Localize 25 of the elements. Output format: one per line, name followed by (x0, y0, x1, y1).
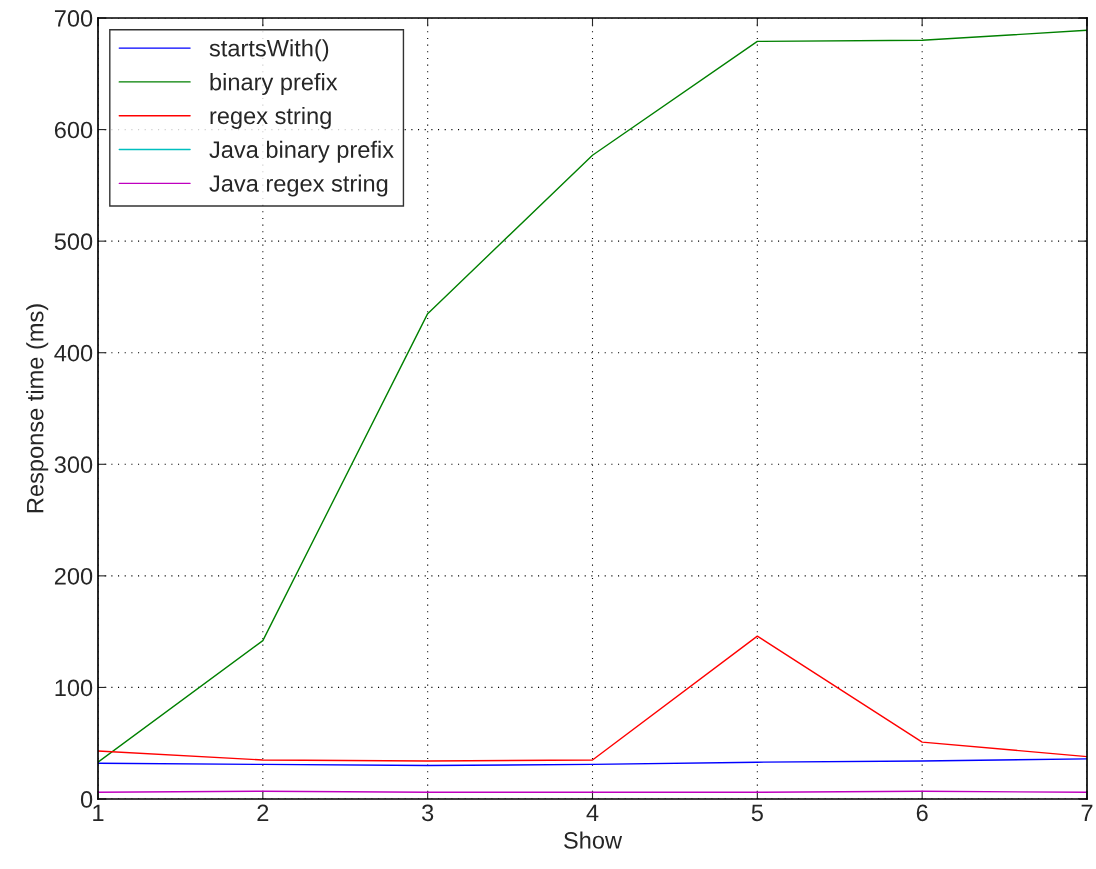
line-series (98, 635, 1087, 762)
x-axis-title: Show (564, 831, 623, 849)
line-series (98, 29, 1087, 763)
y-tick-label: 100 (55, 679, 93, 697)
legend-label: regex string (210, 106, 331, 129)
x-tick-label: 6 (916, 804, 928, 822)
x-tick-label: 3 (422, 804, 434, 822)
y-tick-label: 0 (80, 791, 93, 808)
y-axis-title: Response time (ms) (26, 304, 49, 513)
x-tick-label: 7 (1081, 804, 1093, 821)
x-tick-label: 5 (751, 804, 763, 822)
legend-label: startsWith() (209, 39, 329, 62)
line-series (98, 758, 1087, 767)
y-tick-label: 300 (54, 456, 93, 474)
legend-label: Java regex string (209, 174, 388, 197)
y-tick-label: 400 (54, 344, 93, 362)
x-tick-label: 4 (586, 804, 599, 821)
y-tick-label: 700 (54, 10, 93, 27)
y-tick-label: 200 (54, 567, 93, 585)
y-tick-label: 600 (54, 121, 93, 139)
legend-label: Java binary prefix (209, 140, 394, 163)
y-tick-label: 500 (54, 233, 93, 250)
legend-label: binary prefix (210, 73, 338, 96)
x-tick-label: 1 (93, 804, 104, 821)
x-tick-label: 2 (257, 804, 269, 821)
